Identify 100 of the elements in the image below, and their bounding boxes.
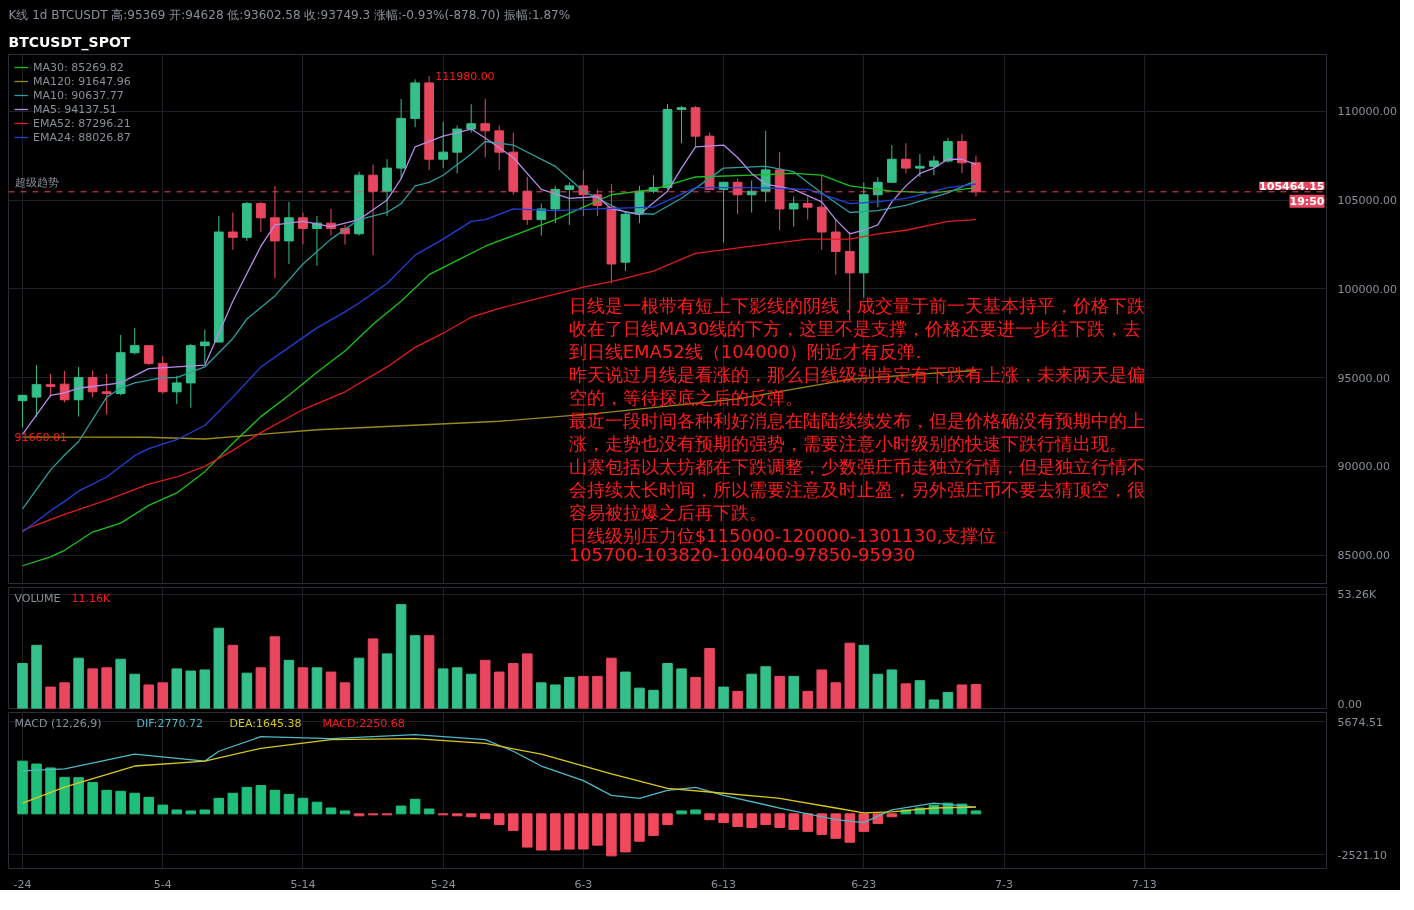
bar <box>564 813 575 850</box>
bar <box>157 804 168 815</box>
bar <box>816 813 827 835</box>
annotation: 111980.00 <box>435 70 495 84</box>
bar <box>185 810 197 815</box>
bar <box>199 809 211 815</box>
y-tick-label: 5674.51 <box>1337 715 1383 729</box>
bar <box>213 797 225 815</box>
bar <box>73 777 84 815</box>
candlestick <box>802 196 813 221</box>
candlestick <box>312 215 322 267</box>
bar <box>269 789 281 815</box>
bar <box>634 813 645 842</box>
candlestick <box>438 121 449 169</box>
series-label: DEA:1645.38 <box>229 716 302 730</box>
bar <box>508 813 519 831</box>
candlestick <box>929 155 939 176</box>
bar <box>788 813 799 830</box>
bar <box>578 813 589 850</box>
bar <box>17 760 28 815</box>
candlestick <box>227 211 238 251</box>
candlestick <box>550 185 561 224</box>
candlestick <box>17 394 28 428</box>
x-tick-label: 6-13 <box>711 877 737 891</box>
bar <box>704 813 715 821</box>
bar <box>129 792 140 815</box>
bar <box>479 813 491 820</box>
y-tick-label: 100000.00 <box>1337 282 1397 296</box>
bar <box>255 784 267 815</box>
candlestick <box>676 105 687 144</box>
bar <box>493 813 505 826</box>
legend-label: MA5: 94137.51 <box>33 102 117 116</box>
bar <box>297 797 309 815</box>
candlestick <box>73 366 84 418</box>
y-tick-label: 53.26K <box>1337 587 1377 601</box>
bar <box>844 813 856 843</box>
x-tick-label: 7-13 <box>1131 877 1157 891</box>
chart-title: BTCUSDT_SPOT <box>8 33 131 51</box>
candlestick <box>59 370 70 403</box>
bar <box>395 805 407 815</box>
x-tick-label: 5-4 <box>153 877 172 891</box>
bar <box>690 809 701 815</box>
x-tick-label: 5-14 <box>290 877 316 891</box>
bar <box>59 776 70 815</box>
candlestick <box>101 373 112 416</box>
bar <box>171 809 183 815</box>
bar <box>606 813 617 857</box>
bar <box>87 782 98 815</box>
y-tick-label: 85000.00 <box>1337 549 1390 563</box>
bar <box>409 798 421 815</box>
annotation: 超级趋势 <box>14 176 59 190</box>
y-tick-label: 90000.00 <box>1337 460 1390 474</box>
candlestick <box>886 144 897 183</box>
candlestick <box>844 231 855 322</box>
chart-title: VOLUME <box>14 591 61 605</box>
bar <box>536 813 547 851</box>
legend-label: MA10: 90637.77 <box>33 88 124 102</box>
candlestick <box>129 327 140 355</box>
annotation: 最近一段时间各种利好消息在陆陆续续发布，但是价格确没有预期中的上涨，走势也没有预期的强势，需要注意小时级别的快速下跌行情出现。 <box>568 410 1145 455</box>
annotation: 日线是一根带有短上下影线的阴线，成交量于前一天基本持平，价格下跌收在了日线MA30线的下方，这里不是支撑，价格还要进一步往下跌，去到日线EMA52线（104000）附近才有反弹. <box>568 295 1145 363</box>
bar <box>592 813 603 846</box>
legend-label: EMA24: 88026.87 <box>33 130 131 144</box>
bar <box>115 790 126 815</box>
x-tick-label: -24 <box>13 877 32 891</box>
bar <box>311 801 323 815</box>
candlestick <box>915 153 925 178</box>
x-tick-label: 6-3 <box>574 877 593 891</box>
bar <box>45 767 56 815</box>
annotation: MACD:2250.68 <box>322 716 405 730</box>
x-tick-label: 7-3 <box>995 877 1013 891</box>
y-tick-label: -2521.10 <box>1337 848 1387 862</box>
bar <box>746 813 757 828</box>
candlestick <box>830 219 841 276</box>
y-tick-label: 105000.00 <box>1337 194 1397 208</box>
legend-label: MA30: 85269.82 <box>33 60 124 74</box>
bar <box>143 796 154 815</box>
bar <box>970 810 982 815</box>
candlestick <box>466 103 477 134</box>
bar <box>325 807 337 815</box>
candlestick <box>957 133 967 174</box>
bar <box>620 813 631 853</box>
bar <box>718 813 729 824</box>
bar <box>283 793 295 815</box>
candlestick <box>31 364 42 418</box>
candlestick <box>452 125 463 174</box>
y-tick-label: 95000.00 <box>1337 371 1390 385</box>
candlestick <box>298 211 308 245</box>
candlestick <box>284 201 294 265</box>
legend-label: MA120: 91647.96 <box>33 74 131 88</box>
x-tick-label: 5-24 <box>430 877 456 891</box>
candlestick <box>87 369 98 398</box>
bar <box>241 786 253 815</box>
bar <box>760 813 771 826</box>
candlestick <box>382 158 392 217</box>
bar <box>339 810 351 815</box>
annotation: 91660.01 <box>14 430 67 444</box>
chart-title: MACD (12,26,9) <box>14 716 102 730</box>
bar <box>858 813 870 832</box>
bar <box>676 810 687 815</box>
candlestick <box>171 375 182 405</box>
